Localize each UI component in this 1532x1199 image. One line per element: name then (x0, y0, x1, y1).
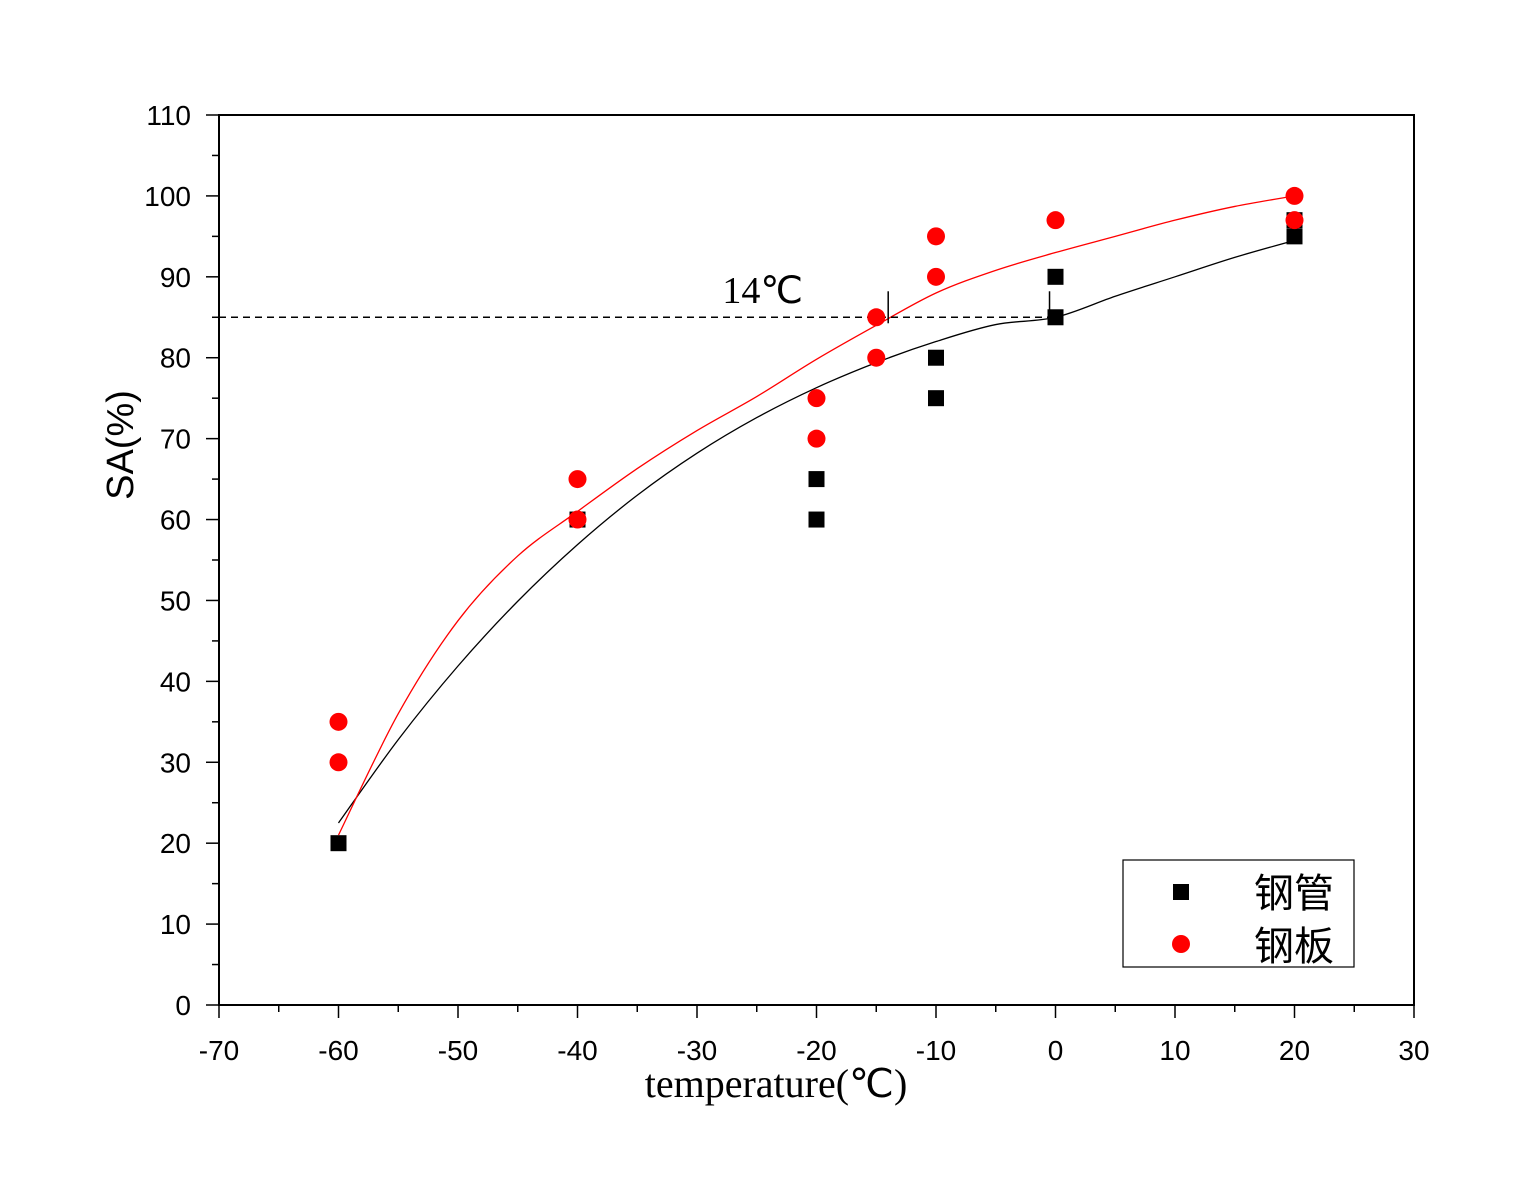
x-tick-label: -50 (438, 1035, 478, 1066)
data-points (329, 186, 1304, 852)
data-point-circle (1285, 186, 1304, 205)
data-point-circle (568, 510, 587, 529)
x-tick-label: -30 (677, 1035, 717, 1066)
fit-curve-series-1 (337, 195, 1295, 836)
data-point-circle (867, 308, 886, 327)
x-tick-label: 30 (1398, 1035, 1429, 1066)
axis-ticks (206, 114, 1415, 1018)
y-tick-label: 70 (160, 424, 191, 455)
data-point-circle (329, 712, 348, 731)
legend-label-steel-plate: 钢板 (1254, 924, 1334, 970)
y-tick-label: 40 (160, 666, 191, 697)
y-tick-label: 80 (160, 343, 191, 374)
y-tick-label: 20 (160, 828, 191, 859)
legend-marker-square (1173, 884, 1189, 900)
x-tick-label: -40 (557, 1035, 597, 1066)
data-point-circle (1046, 211, 1065, 230)
data-point-circle (867, 348, 886, 367)
axis-tick-labels: -70 -60 -50 -40 -30 -20 -10 0 10 20 30 0 10 20 30 40 50 6… (144, 100, 1429, 1066)
data-point-circle (807, 389, 826, 408)
data-point-circle (807, 429, 826, 448)
data-point-square (1047, 309, 1064, 326)
data-point-circle (329, 753, 348, 772)
data-point-square (808, 511, 825, 528)
x-tick-label: 10 (1159, 1035, 1190, 1066)
y-tick-label: 10 (160, 909, 191, 940)
data-point-circle (1285, 211, 1304, 230)
data-point-square (808, 471, 825, 488)
x-tick-label: 20 (1279, 1035, 1310, 1066)
data-point-square (928, 349, 944, 366)
x-tick-label: -70 (199, 1035, 239, 1066)
fit-curves (337, 195, 1295, 836)
y-tick-label: 0 (175, 990, 191, 1021)
x-tick-label: -20 (796, 1035, 836, 1066)
data-point-square (928, 390, 944, 407)
legend-label-steel-pipe: 钢管 (1254, 871, 1334, 917)
y-tick-label: 30 (160, 747, 191, 778)
legend: 钢管 钢板 (1122, 859, 1355, 970)
data-point-circle (568, 470, 587, 489)
y-axis-title: SA(%) (100, 390, 142, 500)
data-point-circle (927, 227, 945, 246)
y-tick-label: 100 (144, 181, 191, 212)
y-tick-label: 110 (146, 100, 191, 131)
x-tick-label: -60 (318, 1035, 358, 1066)
x-axis-title: temperature(℃) (645, 1061, 908, 1106)
legend-box (1122, 859, 1355, 968)
data-point-square (1047, 268, 1064, 285)
annotation-14c: 14℃ (722, 270, 803, 312)
x-tick-label: -10 (916, 1035, 956, 1066)
data-point-circle (927, 267, 945, 286)
data-point-square (1286, 228, 1303, 245)
y-tick-label: 60 (160, 505, 191, 536)
fit-curve-series-0 (337, 239, 1295, 824)
y-tick-label: 50 (160, 585, 191, 616)
data-point-square (330, 835, 347, 852)
legend-marker-circle (1172, 935, 1190, 953)
y-tick-label: 90 (160, 262, 191, 293)
x-tick-label: 0 (1048, 1035, 1064, 1066)
